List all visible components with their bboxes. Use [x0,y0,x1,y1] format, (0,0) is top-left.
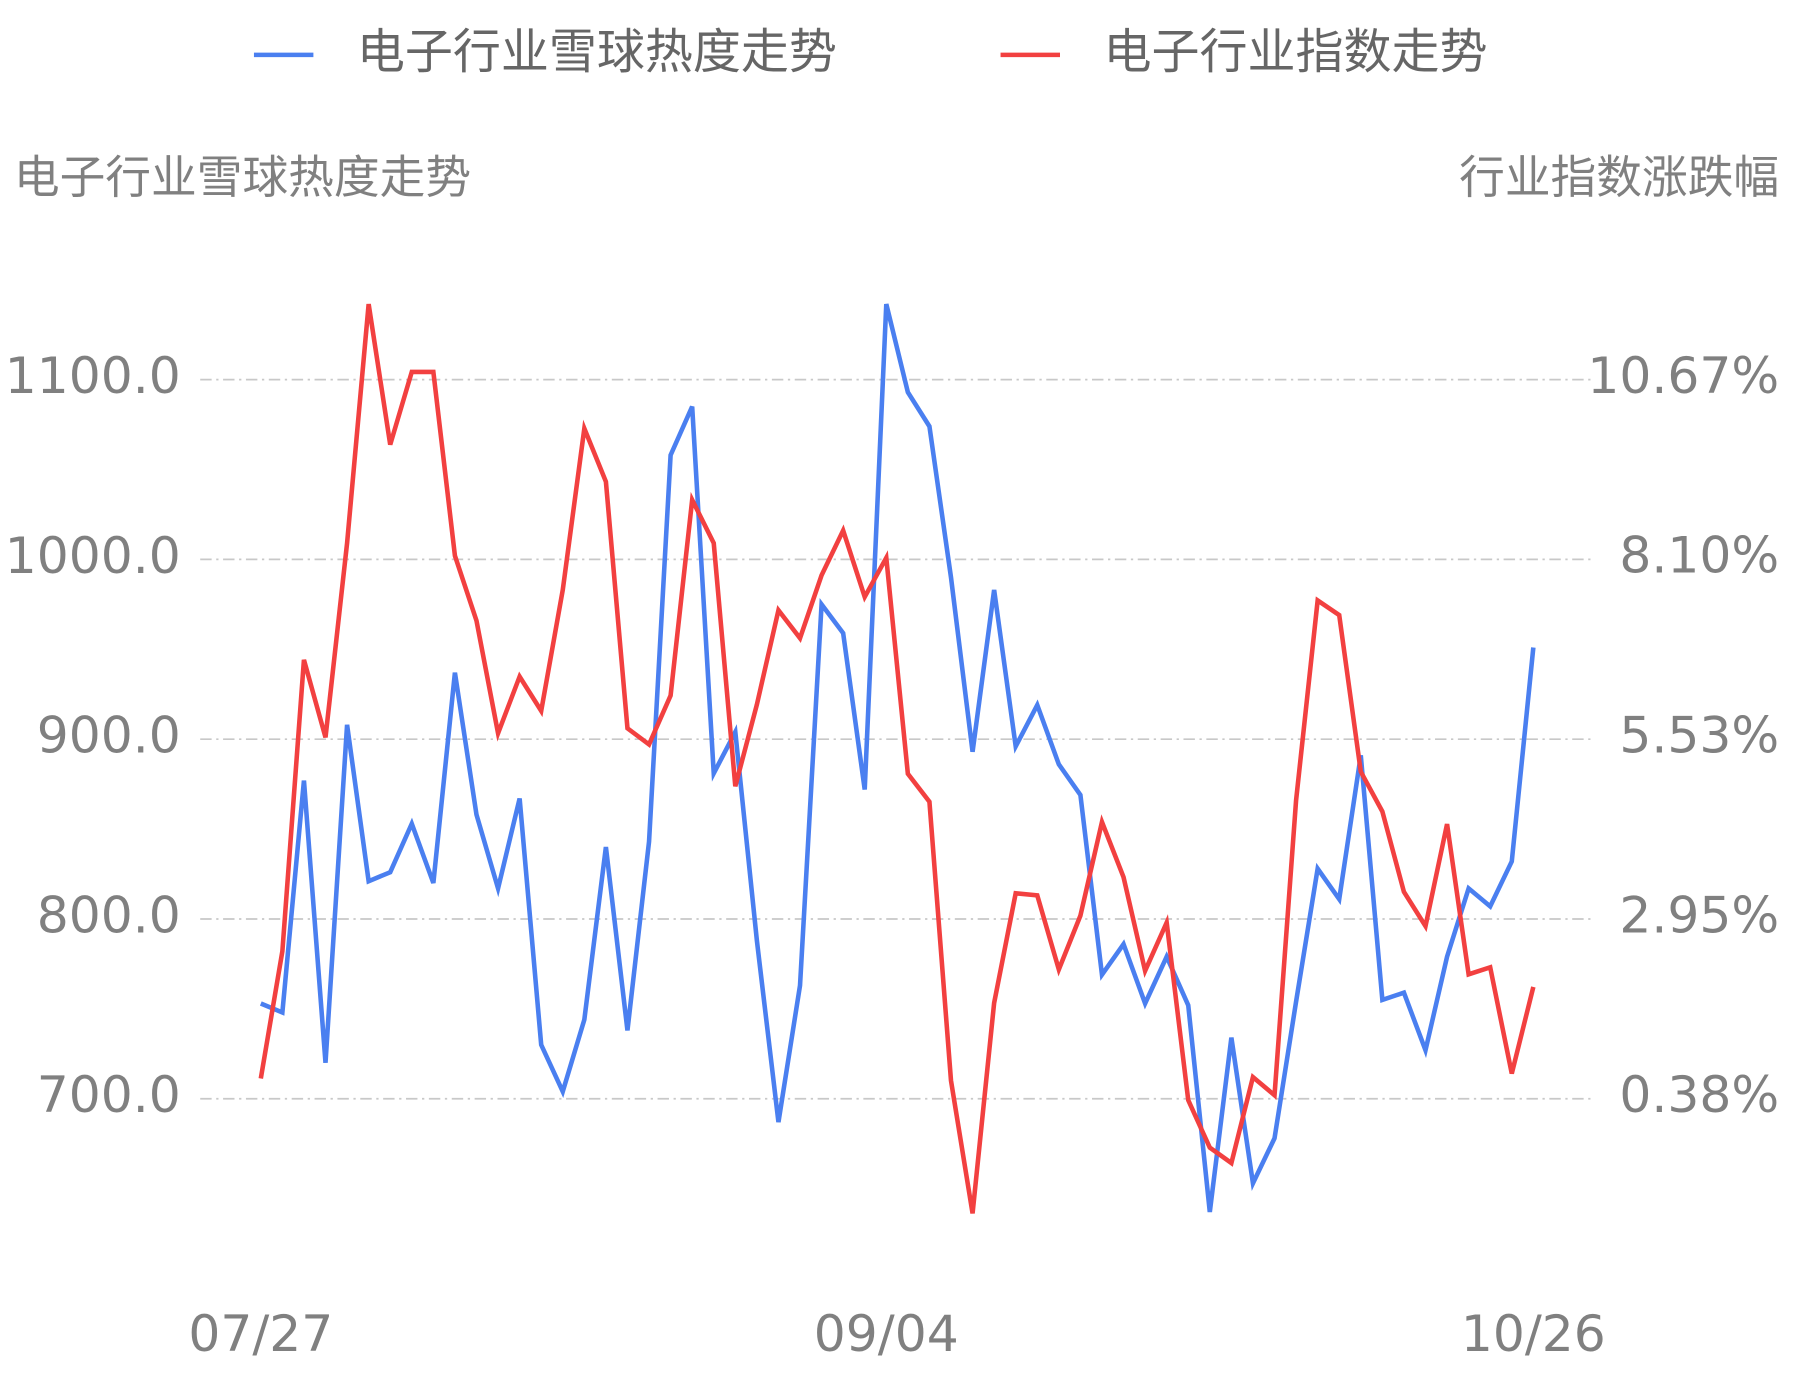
y-tick-label: 1000.0 [5,526,181,585]
y-axis-title: 电子行业雪球热度走势 [14,151,471,204]
y2-tick-label: 2.95% [1619,886,1779,945]
series-line [259,303,1536,1213]
legend-label: 电子行业指数走势 [1103,24,1487,80]
series-line [258,303,1536,1214]
y2-tick-label: 8.10% [1619,526,1779,585]
x-tick-label: 10/26 [1461,1304,1606,1363]
y2-tick-label: 5.53% [1619,705,1779,764]
y-tick-label: 1100.0 [5,346,181,405]
legend-label: 电子行业雪球热度走势 [357,24,837,80]
y-tick-label: 900.0 [37,706,181,765]
y2-tick-label: 0.38% [1619,1065,1779,1124]
x-tick-label: 09/04 [814,1304,959,1363]
y-tick-label: 700.0 [37,1065,181,1124]
y-tick-label: 800.0 [37,885,181,944]
y2-axis-title: 行业指数涨跌幅 [1459,151,1779,204]
x-tick-label: 07/27 [188,1304,333,1363]
y2-tick-label: 10.67% [1587,346,1779,405]
